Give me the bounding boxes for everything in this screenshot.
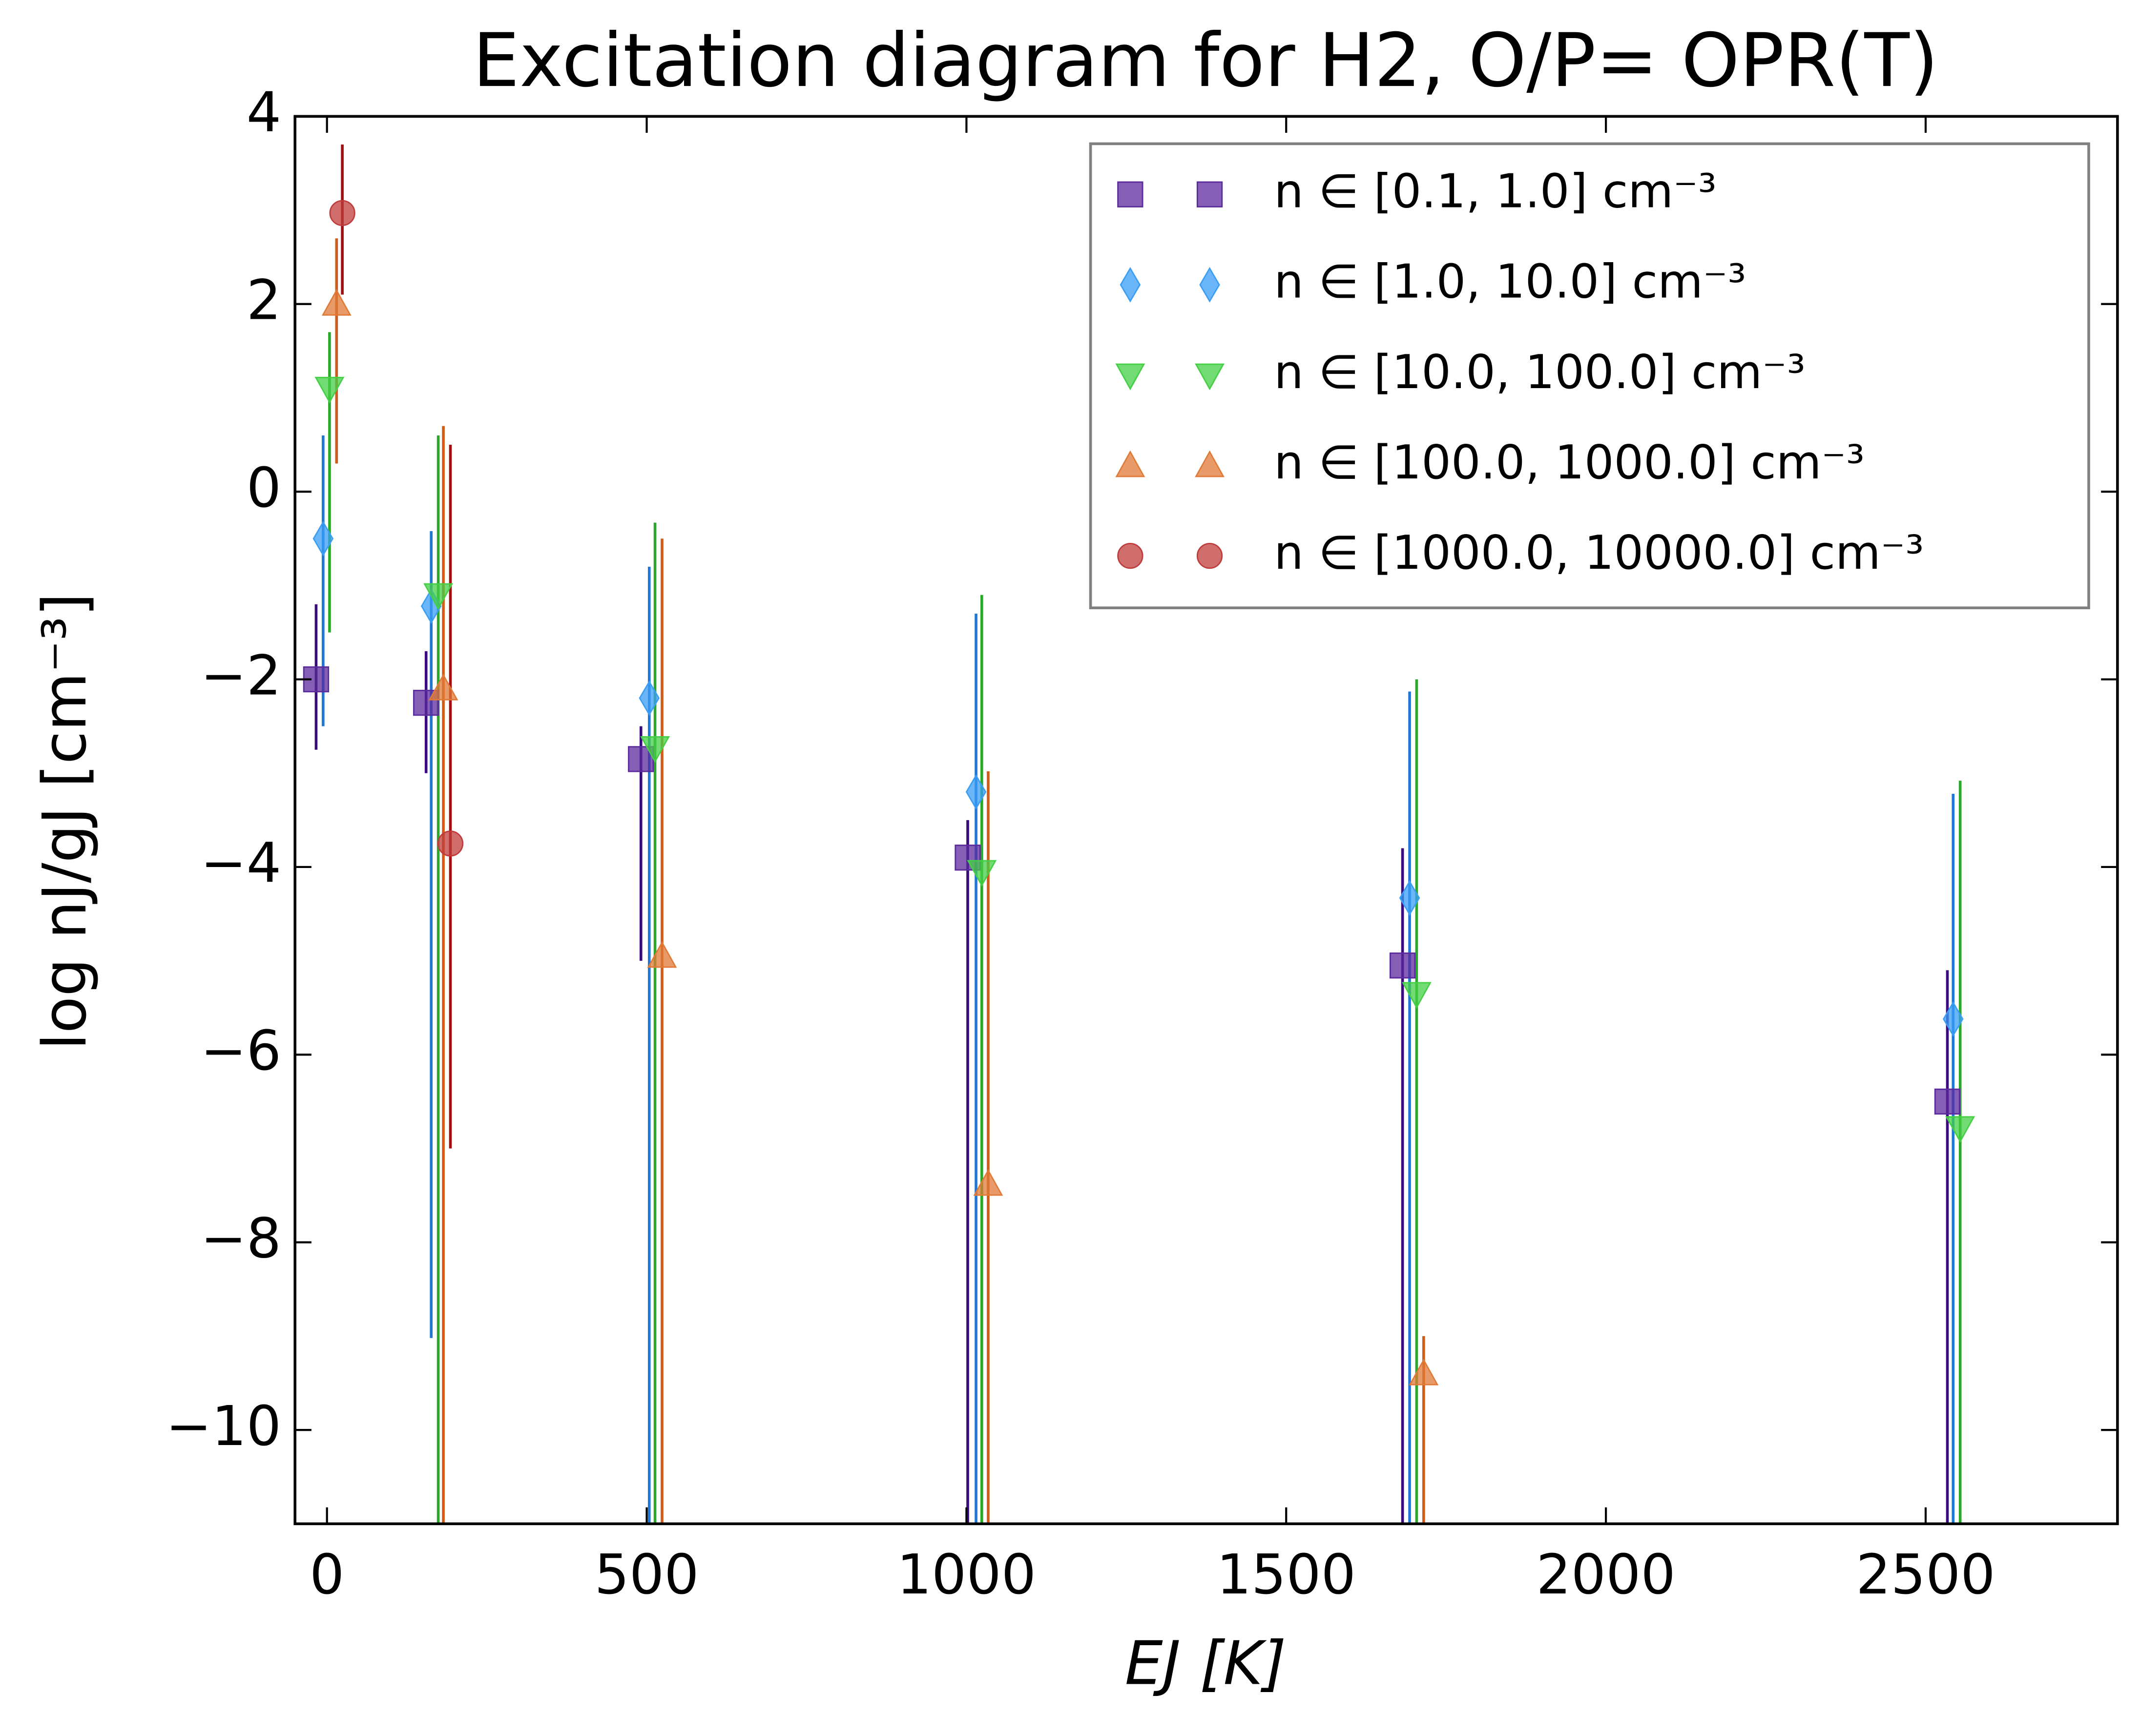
marker (437, 830, 464, 857)
y-tick-label: −10 (166, 1395, 281, 1458)
x-tick-label: 2500 (1856, 1543, 1995, 1607)
marker (647, 941, 677, 968)
legend-label: n ∈ [1000.0, 10000.0] cm⁻³ (1274, 526, 1924, 580)
x-tick-label: 2000 (1536, 1543, 1675, 1607)
plot-area (303, 145, 1975, 1524)
legend-label: n ∈ [100.0, 1000.0] cm⁻³ (1274, 435, 1865, 490)
marker (639, 680, 660, 716)
y-tick-label: 0 (247, 456, 281, 520)
marker (1195, 450, 1225, 477)
marker (428, 673, 458, 701)
x-tick-label: 1500 (1217, 1543, 1356, 1607)
x-tick-label: 0 (310, 1543, 344, 1607)
marker (1115, 450, 1145, 477)
plot-frame (293, 115, 2119, 1526)
y-axis-label: log nJ/gJ [cm⁻³] (30, 593, 100, 1050)
marker (1409, 1358, 1439, 1385)
marker (1402, 982, 1432, 1009)
y-tick-label: 4 (247, 81, 281, 145)
marker (1196, 542, 1223, 569)
marker (640, 736, 670, 763)
legend: n ∈ [0.1, 1.0] cm⁻³ n ∈ [1.0, 10.0] cm⁻³ n… (1089, 142, 2090, 609)
marker (1195, 363, 1225, 391)
marker (1117, 181, 1143, 207)
y-tick-label: 2 (247, 269, 281, 332)
y-tick-label: −6 (201, 1019, 281, 1083)
marker (314, 376, 345, 404)
marker (1389, 952, 1416, 979)
marker (329, 200, 355, 226)
marker (1199, 267, 1220, 303)
marker (1945, 1116, 1975, 1143)
marker (1115, 363, 1145, 391)
y-tick-label: −8 (201, 1207, 281, 1270)
x-tick-label: 500 (595, 1543, 699, 1607)
legend-box (1089, 142, 2090, 609)
marker (1943, 1001, 1964, 1037)
marker (967, 860, 997, 887)
x-tick-label: 1000 (897, 1543, 1036, 1607)
y-tick-label: −2 (201, 644, 281, 707)
legend-label: n ∈ [0.1, 1.0] cm⁻³ (1274, 165, 1717, 219)
y-tick-label: −4 (201, 832, 281, 895)
marker (1934, 1088, 1961, 1115)
x-axis-label: EJ [K] (1125, 1628, 1287, 1698)
chart-title: Excitation diagram for H2, O/P= OPR(T) (473, 17, 1938, 103)
marker (1117, 542, 1143, 569)
marker (423, 583, 454, 610)
marker (1120, 267, 1141, 303)
marker (1399, 880, 1420, 916)
marker (321, 289, 352, 316)
marker (312, 520, 334, 557)
legend-label: n ∈ [10.0, 100.0] cm⁻³ (1274, 345, 1806, 399)
marker (973, 1169, 1003, 1196)
legend-label: n ∈ [1.0, 10.0] cm⁻³ (1274, 255, 1746, 309)
marker (1196, 181, 1223, 207)
marker (965, 774, 987, 810)
